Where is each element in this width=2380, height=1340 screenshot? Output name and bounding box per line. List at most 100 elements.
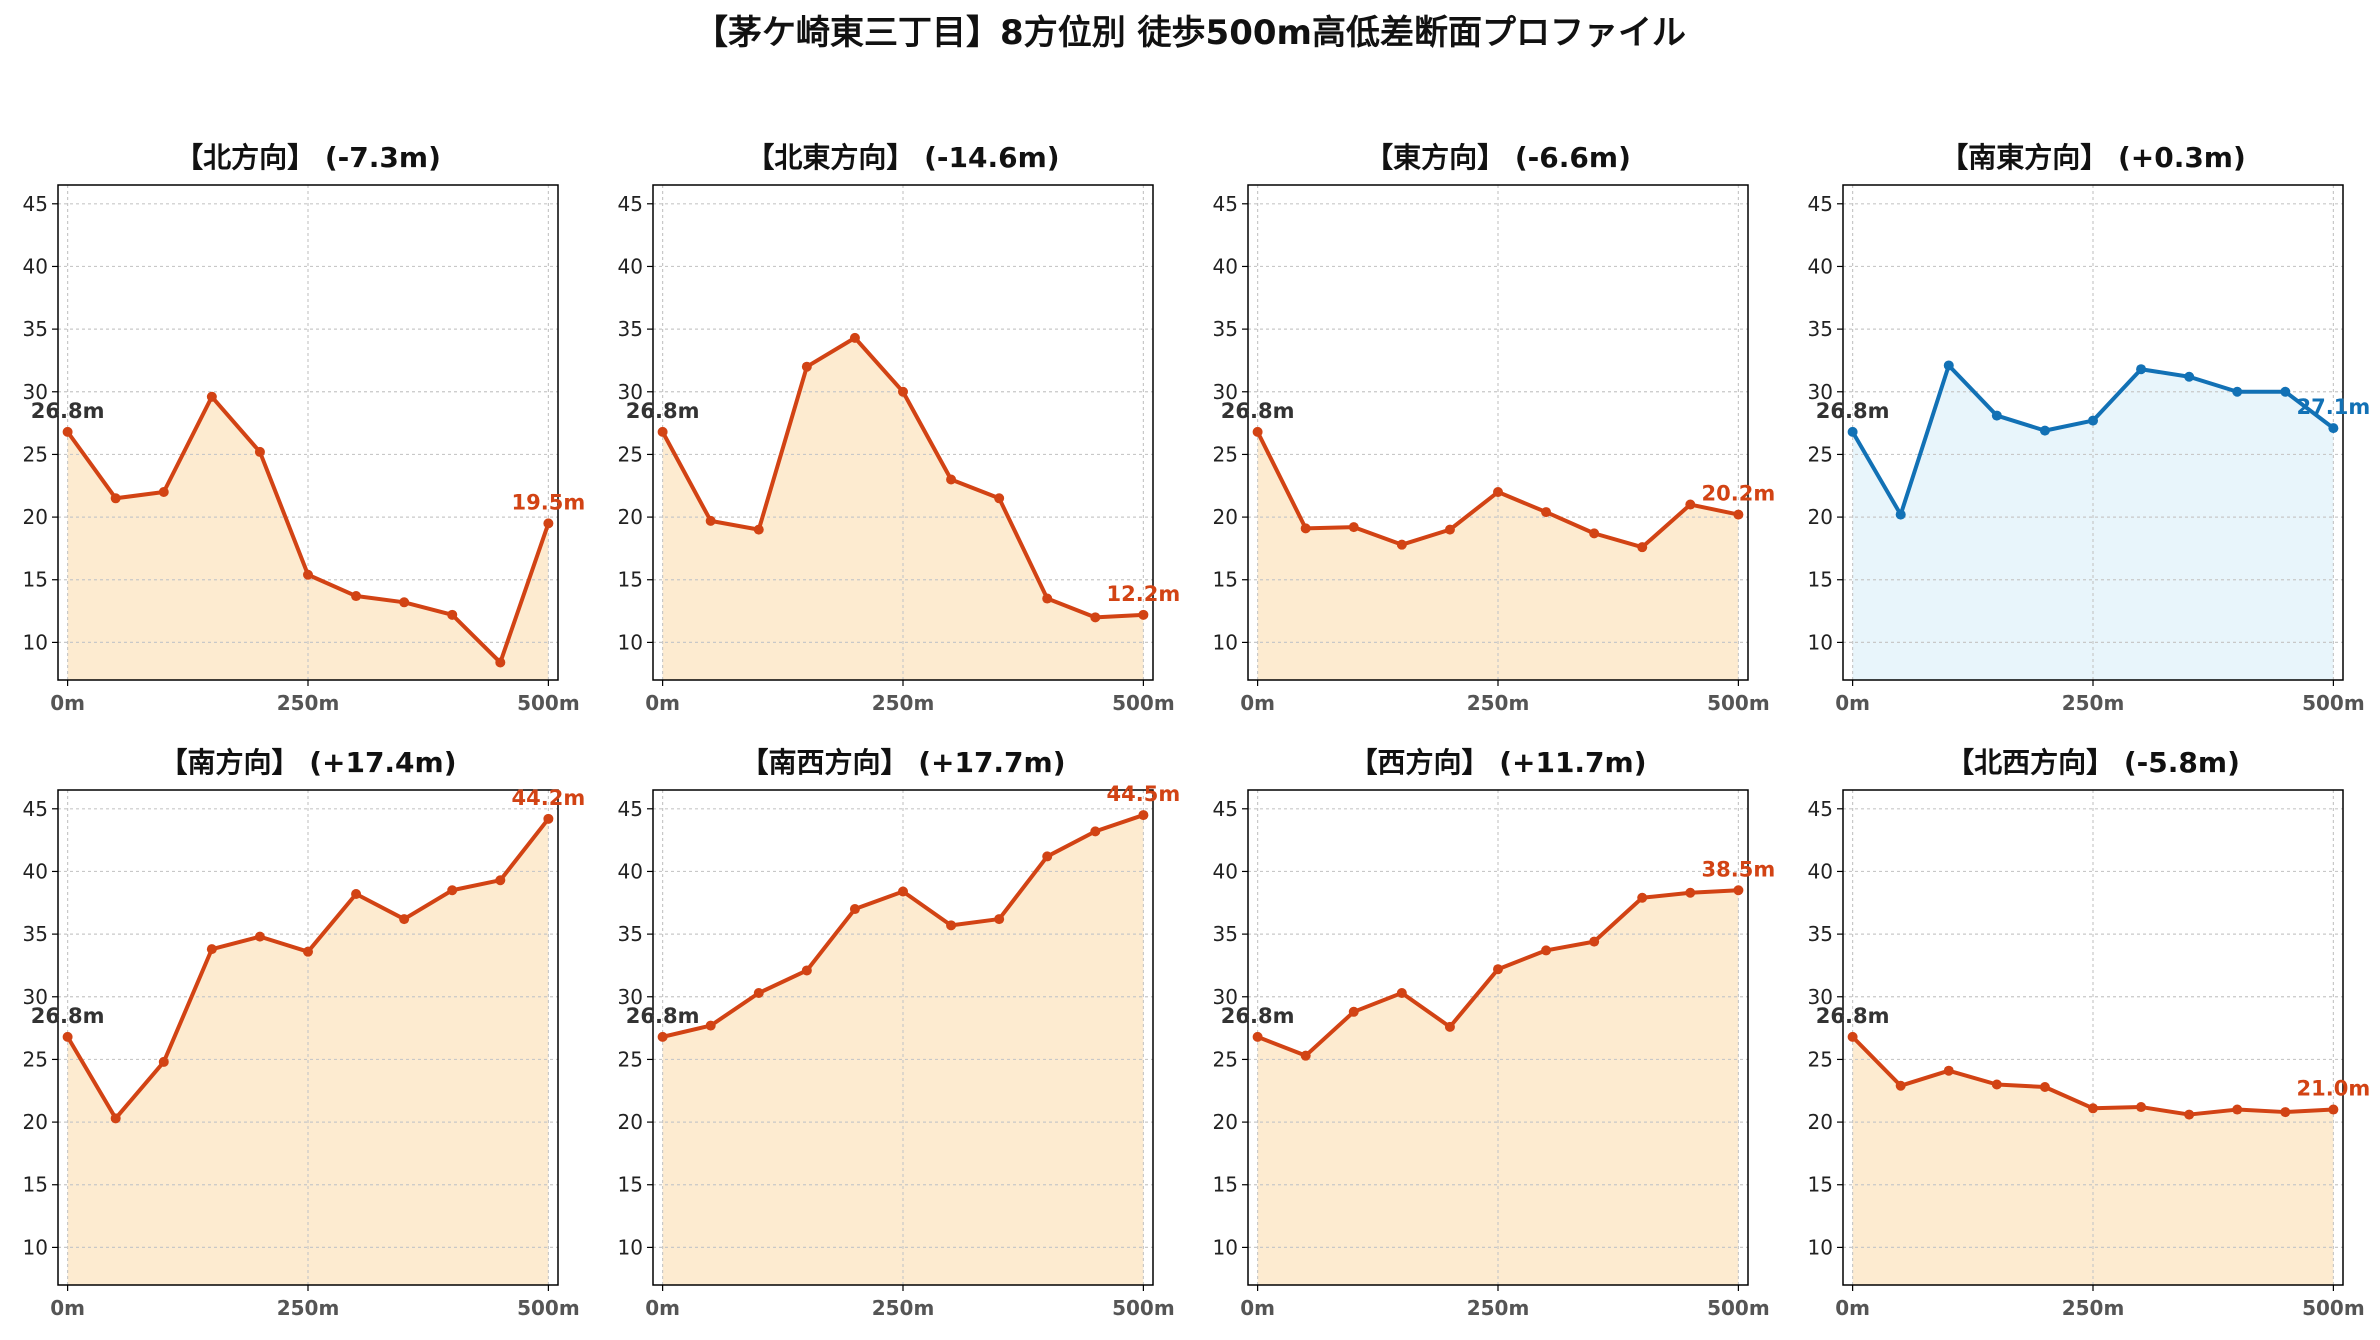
y-tick-label: 10 xyxy=(618,630,643,654)
elevation-point xyxy=(2328,1104,2339,1115)
start-elevation-label: 26.8m xyxy=(1221,399,1295,423)
elevation-point xyxy=(1733,885,1744,896)
elevation-point xyxy=(303,946,313,957)
elevation-point xyxy=(1444,524,1455,535)
x-tick-label: 250m xyxy=(872,1296,935,1320)
chart-panel: 【南東方向】 (+0.3m) 10 15 20 25 30 35 40 45 0m 250m 500m… xyxy=(1808,141,2371,715)
panel-title: 【南西方向】 (+17.7m) xyxy=(740,746,1065,779)
elevation-point xyxy=(447,609,458,620)
y-tick-label: 45 xyxy=(1213,797,1238,821)
y-tick-label: 25 xyxy=(618,1047,643,1071)
panel-title: 【東方向】 (-6.6m) xyxy=(1365,141,1631,174)
y-tick-label: 10 xyxy=(1808,630,1833,654)
elevation-point xyxy=(657,1031,668,1042)
x-tick-label: 250m xyxy=(1467,691,1530,715)
panel-title: 【北西方向】 (-5.8m) xyxy=(1946,746,2240,779)
elevation-point xyxy=(543,518,554,529)
elevation-point xyxy=(206,944,217,955)
elevation-point xyxy=(2280,1107,2291,1118)
x-tick-label: 500m xyxy=(1707,1296,1770,1320)
elevation-point xyxy=(495,657,506,668)
x-tick-label: 500m xyxy=(2302,691,2365,715)
y-tick-label: 35 xyxy=(618,922,643,946)
elevation-point xyxy=(1991,1079,2002,1090)
elevation-point xyxy=(1541,945,1552,956)
elevation-point xyxy=(303,569,313,580)
elevation-point xyxy=(994,493,1005,504)
elevation-point xyxy=(946,474,957,485)
x-tick-label: 250m xyxy=(2062,691,2125,715)
y-tick-label: 20 xyxy=(618,505,643,529)
y-tick-label: 10 xyxy=(1213,1235,1238,1259)
elevation-point xyxy=(1943,360,1954,371)
elevation-area xyxy=(1257,431,1739,680)
elevation-point xyxy=(351,889,362,900)
x-tick-label: 500m xyxy=(517,1296,580,1320)
panel-title: 【西方向】 (+11.7m) xyxy=(1349,746,1646,779)
elevation-point xyxy=(1090,826,1101,837)
elevation-point xyxy=(801,361,812,372)
elevation-point xyxy=(1138,810,1149,821)
elevation-point xyxy=(1252,1031,1263,1042)
elevation-area xyxy=(1257,890,1739,1285)
elevation-point xyxy=(1589,936,1600,947)
end-elevation-label: 44.5m xyxy=(1107,782,1181,806)
end-elevation-label: 12.2m xyxy=(1107,582,1181,606)
elevation-area xyxy=(1852,1036,2334,1285)
y-tick-label: 35 xyxy=(23,922,48,946)
y-tick-label: 10 xyxy=(1213,630,1238,654)
y-tick-label: 40 xyxy=(23,859,48,883)
elevation-point xyxy=(705,1020,716,1031)
y-tick-label: 25 xyxy=(1213,1047,1238,1071)
elevation-point xyxy=(1300,1050,1311,1061)
elevation-point xyxy=(1637,542,1648,553)
y-tick-label: 15 xyxy=(1808,568,1833,592)
elevation-point xyxy=(1541,507,1552,518)
start-elevation-label: 26.8m xyxy=(626,1004,700,1028)
panel-title: 【南東方向】 (+0.3m) xyxy=(1940,141,2246,174)
y-tick-label: 30 xyxy=(1808,380,1833,404)
y-tick-label: 15 xyxy=(618,568,643,592)
elevation-point xyxy=(1396,539,1407,550)
elevation-point xyxy=(705,515,716,526)
y-tick-label: 10 xyxy=(23,630,48,654)
elevation-point xyxy=(2184,371,2195,382)
elevation-point xyxy=(1042,593,1053,604)
elevation-point xyxy=(2136,1102,2147,1113)
panel-title: 【北方向】 (-7.3m) xyxy=(175,141,441,174)
start-elevation-label: 26.8m xyxy=(31,399,105,423)
elevation-area xyxy=(67,818,549,1285)
end-elevation-label: 21.0m xyxy=(2297,1077,2371,1101)
y-tick-label: 40 xyxy=(23,254,48,278)
y-tick-label: 15 xyxy=(618,1173,643,1197)
elevation-point xyxy=(351,591,362,602)
y-tick-label: 10 xyxy=(23,1235,48,1259)
chart-panel: 【南方向】 (+17.4m) 10 15 20 25 30 35 40 45 0m 250m 500m… xyxy=(23,746,586,1320)
y-tick-label: 45 xyxy=(1808,192,1833,216)
panel-title: 【南方向】 (+17.4m) xyxy=(159,746,456,779)
elevation-point xyxy=(158,487,169,498)
y-tick-label: 20 xyxy=(1213,505,1238,529)
end-elevation-label: 44.2m xyxy=(512,786,586,810)
elevation-point xyxy=(2136,364,2147,375)
start-elevation-label: 26.8m xyxy=(626,399,700,423)
panel-title: 【北東方向】 (-14.6m) xyxy=(746,141,1059,174)
elevation-point xyxy=(1090,612,1101,623)
elevation-point xyxy=(1685,499,1696,510)
y-tick-label: 15 xyxy=(1213,1173,1238,1197)
elevation-point xyxy=(753,988,764,999)
y-tick-label: 20 xyxy=(1808,505,1833,529)
elevation-point xyxy=(2088,415,2098,426)
y-tick-label: 15 xyxy=(1213,568,1238,592)
y-tick-label: 15 xyxy=(1808,1173,1833,1197)
x-tick-label: 0m xyxy=(1835,1296,1870,1320)
elevation-point xyxy=(2328,423,2339,434)
start-elevation-label: 26.8m xyxy=(1816,399,1890,423)
elevation-point xyxy=(254,931,265,942)
y-tick-label: 35 xyxy=(1213,317,1238,341)
end-elevation-label: 19.5m xyxy=(512,490,586,514)
elevation-point xyxy=(1300,523,1311,534)
panels: 【北方向】 (-7.3m) 10 15 20 25 30 35 40 45 0m 250m 500m 2… xyxy=(23,141,2371,1320)
elevation-point xyxy=(1733,509,1744,520)
elevation-point xyxy=(946,920,957,931)
